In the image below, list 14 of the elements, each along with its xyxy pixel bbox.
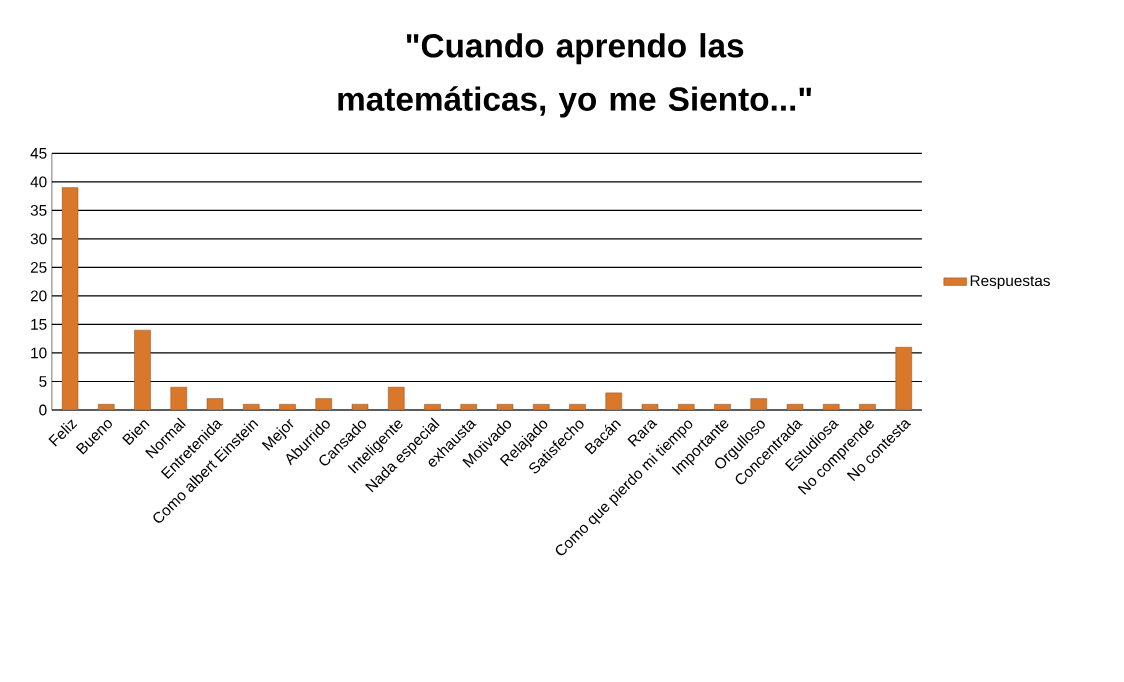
y-tick-label: 35 [30,204,47,216]
y-tick-label: 15 [31,319,47,330]
y-tick-label: 0 [39,404,47,416]
y-tick-label: 30 [30,233,47,245]
y-tick-label: 20 [30,290,47,302]
y-tick-label: 45 [30,148,47,159]
y-tick-label: 10 [31,347,47,359]
chart-title: "Cuando aprendo las matemáticas, yo me Siento..." [338,33,811,118]
bar [895,346,913,410]
y-tick-label: 25 [30,261,47,273]
bar [134,329,151,410]
legend-label: Respuestas [970,275,1050,290]
y-tick-label: 5 [39,376,47,387]
y-tick-label: 40 [30,176,47,188]
